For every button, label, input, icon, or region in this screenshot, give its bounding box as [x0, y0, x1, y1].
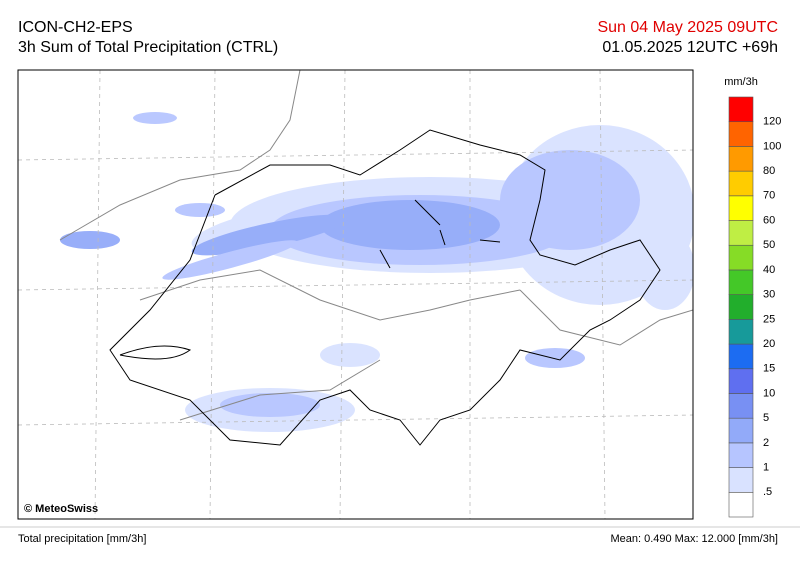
colorbar-cell — [728, 491, 754, 518]
colorbar-cell — [728, 269, 754, 295]
colorbar-label: 40 — [763, 264, 775, 276]
colorbar-cell — [728, 368, 754, 394]
colorbar-cell — [728, 220, 754, 246]
colorbar-label: 1 — [763, 461, 769, 473]
colorbar-label: 25 — [763, 313, 775, 325]
footer-right: Mean: 0.490 Max: 12.000 [mm/3h] — [610, 533, 778, 545]
colorbar-cell — [728, 244, 754, 271]
colorbar-cell — [728, 195, 754, 221]
colorbar-cell — [728, 146, 754, 172]
colorbar-label: .5 — [763, 486, 772, 498]
colorbar-cell — [728, 121, 754, 147]
colorbar-label: 70 — [763, 190, 775, 202]
colorbar-cell — [728, 319, 754, 345]
colorbar-label: 15 — [763, 363, 775, 375]
run-time: 01.05.2025 12UTC +69h — [602, 39, 778, 56]
colorbar-label: 30 — [763, 289, 775, 301]
colorbar-cell — [728, 96, 754, 123]
product-name: 3h Sum of Total Precipitation (CTRL) — [18, 39, 278, 56]
colorbar-cell — [728, 294, 754, 320]
colorbar-label: 50 — [763, 239, 775, 251]
colorbar-cell — [728, 393, 754, 419]
colorbar-cell — [728, 417, 754, 444]
colorbar-label: 80 — [763, 165, 775, 177]
colorbar-label: 5 — [763, 412, 769, 424]
colorbar-label: 100 — [763, 140, 781, 152]
colorbar-cell — [728, 442, 754, 468]
colorbar-cell — [728, 467, 754, 493]
colorbar-label: 2 — [763, 437, 769, 449]
map-frame — [17, 69, 694, 520]
colorbar-label: 20 — [763, 338, 775, 350]
model-name: ICON-CH2-EPS — [18, 19, 133, 36]
colorbar-label: 120 — [763, 116, 781, 128]
colorbar-label: 10 — [763, 387, 775, 399]
valid-time: Sun 04 May 2025 09UTC — [597, 19, 778, 36]
colorbar-cell — [728, 170, 754, 197]
colorbar-label: 60 — [763, 214, 775, 226]
legend-unit: mm/3h — [724, 76, 758, 88]
map-credit: © MeteoSwiss — [24, 503, 98, 515]
footer-left: Total precipitation [mm/3h] — [18, 533, 146, 545]
colorbar-cell — [728, 343, 754, 370]
map: © MeteoSwiss — [18, 70, 693, 519]
